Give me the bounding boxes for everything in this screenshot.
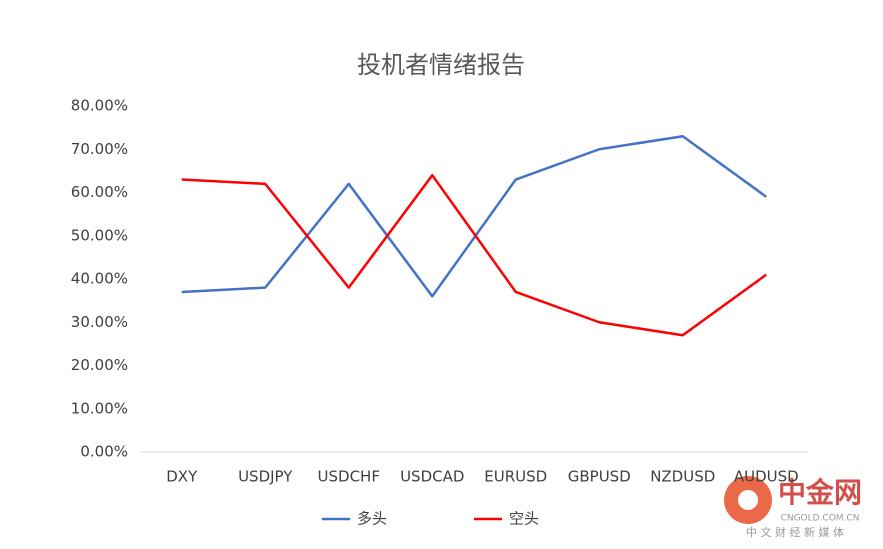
legend-label: 空头 (509, 510, 539, 528)
y-tick-label: 60.00% (71, 183, 128, 201)
x-tick-label: EURUSD (484, 468, 547, 486)
y-tick-label: 10.00% (71, 399, 128, 417)
series-line (181, 173, 767, 337)
x-tick-label: DXY (166, 468, 198, 486)
y-tick-label: 50.00% (71, 226, 128, 244)
watermark-tagline: 中 文 财 经 新 媒 体 (746, 525, 844, 539)
x-tick-label: USDJPY (238, 468, 293, 486)
x-tick-label: NZDUSD (650, 468, 715, 486)
y-tick-label: 40.00% (71, 270, 128, 288)
chart-title: 投机者情绪报告 (357, 51, 525, 79)
x-tick-label: USDCHF (318, 468, 380, 486)
legend-label: 多头 (357, 510, 387, 528)
watermark: 中金网 CNGOLD.COM.CN 中 文 财 经 新 媒 体 (724, 476, 862, 539)
watermark-logo-inner (738, 490, 758, 510)
y-tick-label: 80.00% (71, 97, 128, 115)
x-tick-label: AUDUSD (734, 468, 799, 486)
y-tick-label: 30.00% (71, 313, 128, 331)
series-line (181, 135, 767, 298)
watermark-site: CNGOLD.COM.CN (781, 514, 860, 524)
y-tick-label: 70.00% (71, 140, 128, 158)
y-tick-label: 20.00% (71, 356, 128, 374)
x-tick-label: USDCAD (400, 468, 464, 486)
y-tick-label: 0.00% (80, 443, 128, 461)
x-tick-label: GBPUSD (568, 468, 631, 486)
watermark-name: 中金网 (778, 476, 862, 509)
